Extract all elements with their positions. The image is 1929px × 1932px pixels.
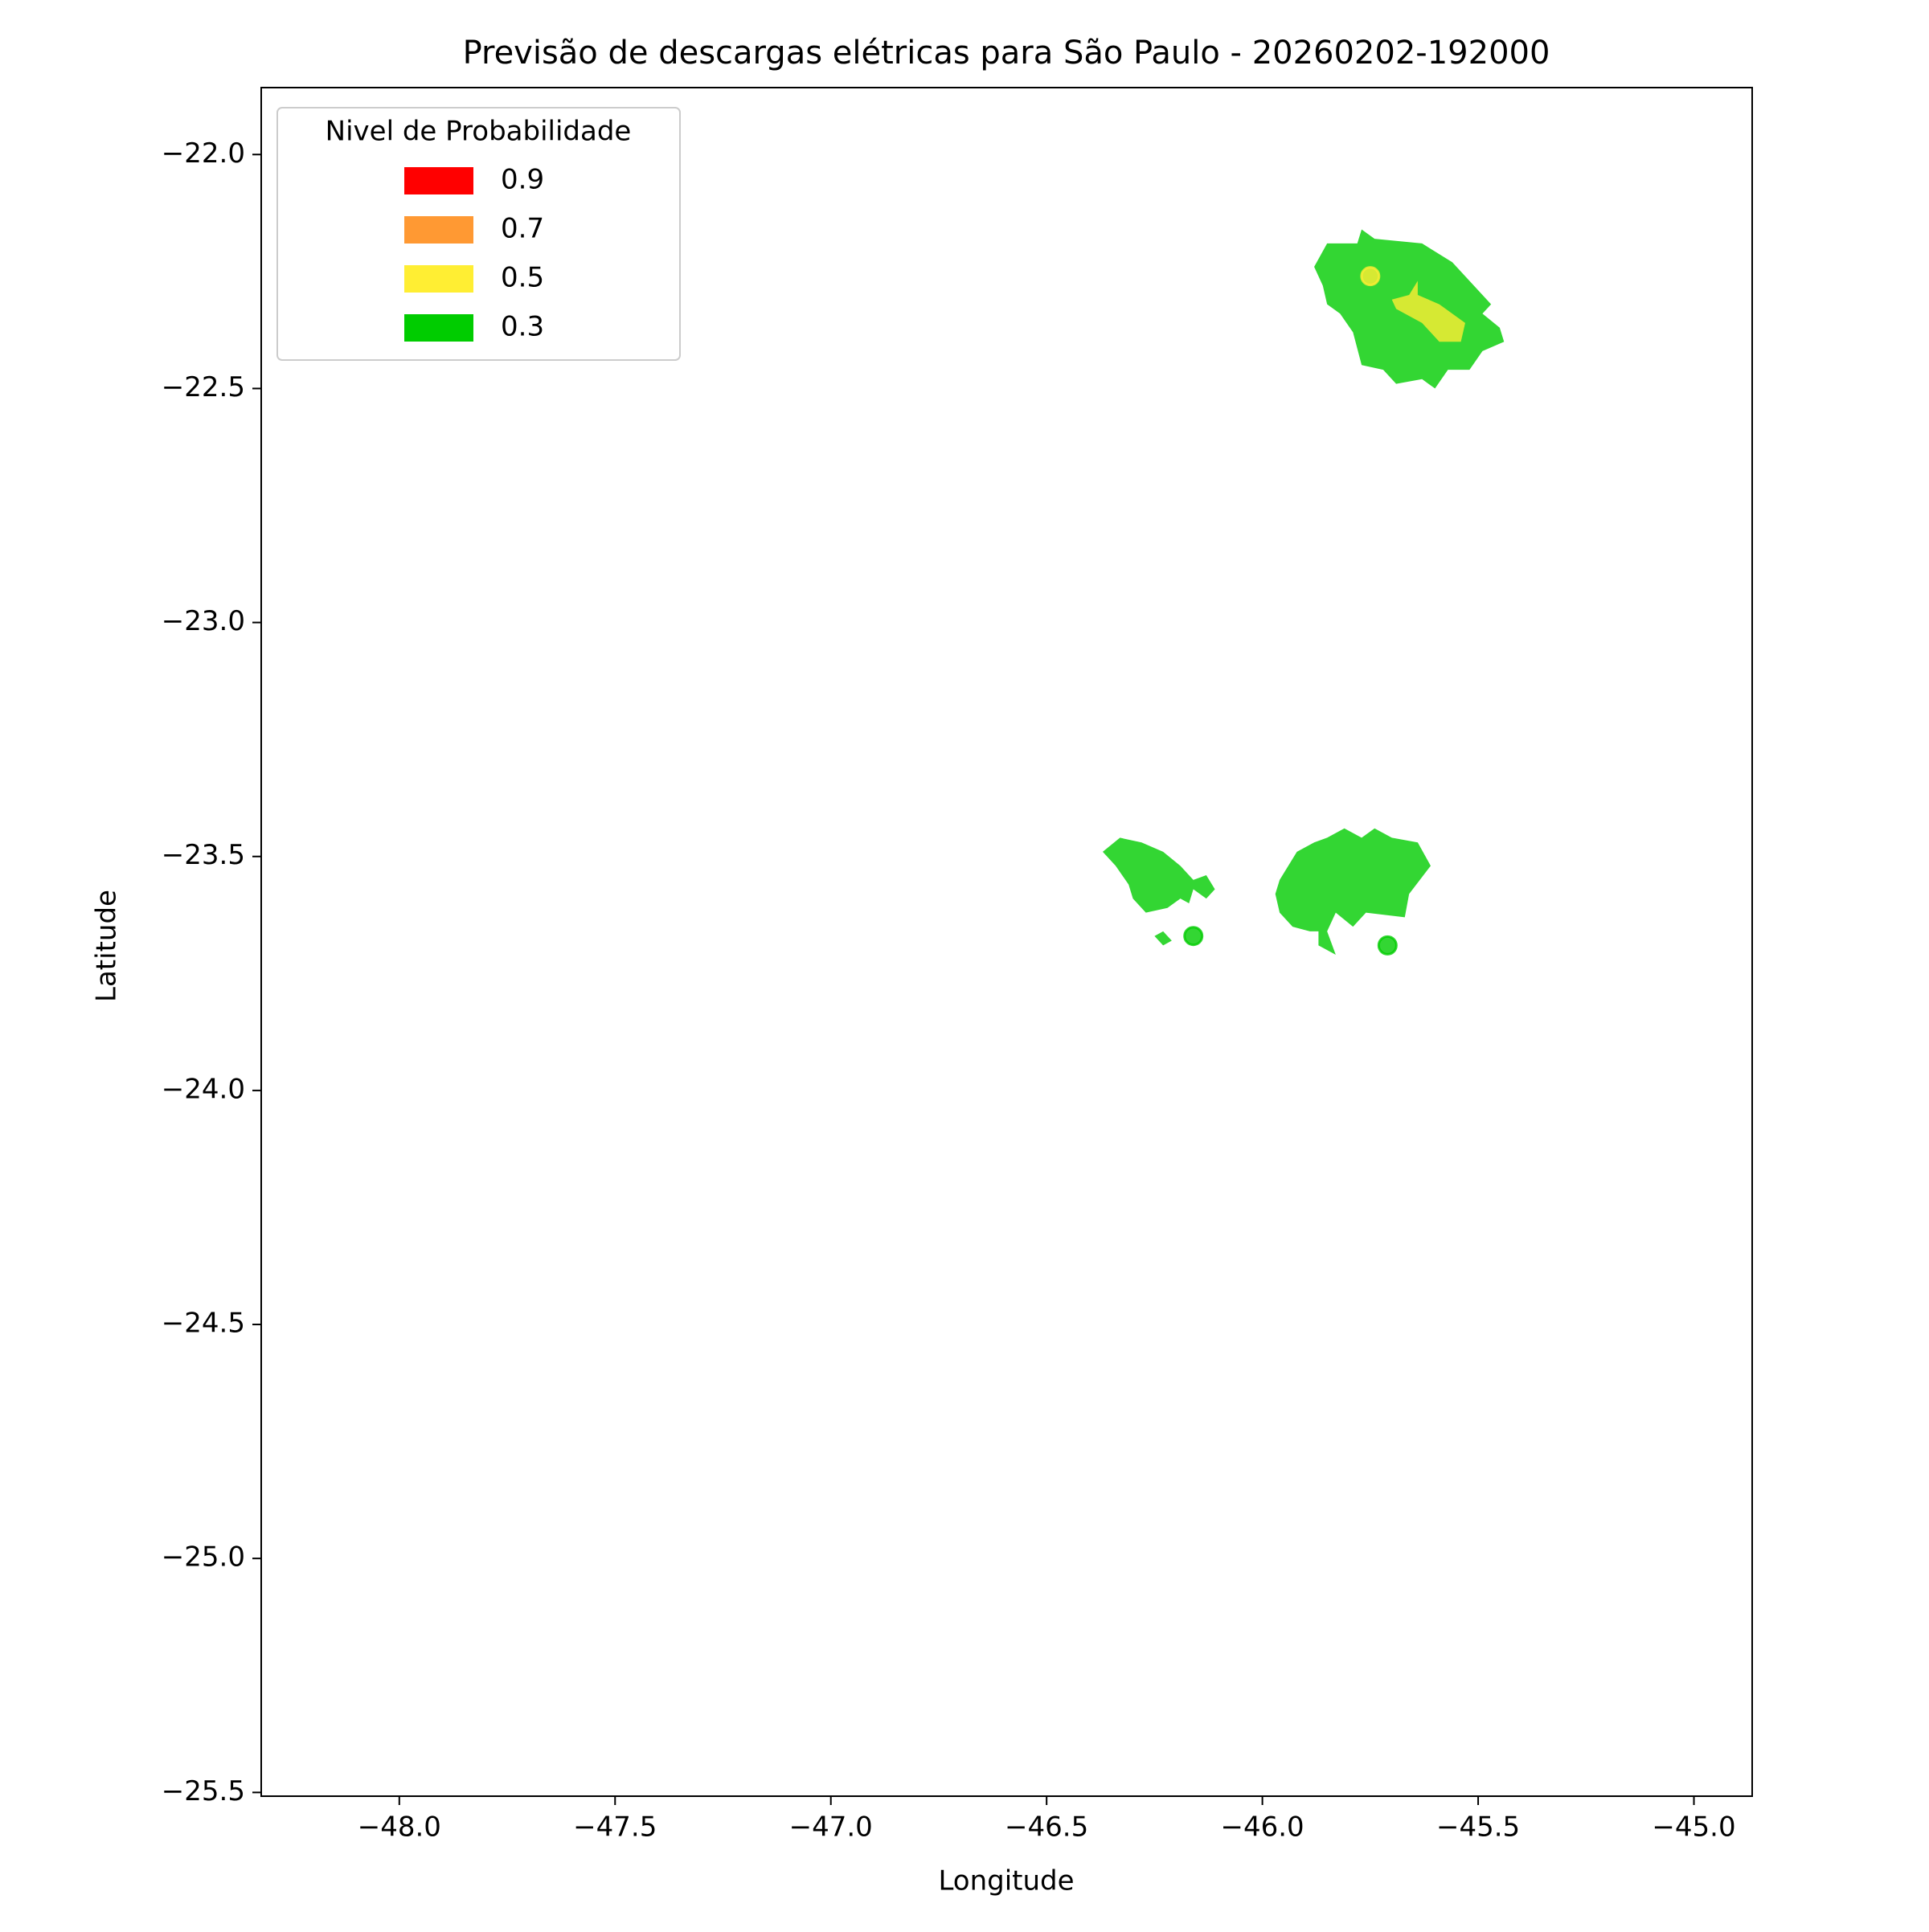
legend-box [276, 107, 681, 361]
y-tick-label: −22.5 [162, 371, 245, 403]
y-tick-label: −24.5 [162, 1308, 245, 1340]
x-tick-label: −46.0 [1221, 1811, 1304, 1844]
x-tick-label: −45.0 [1652, 1811, 1735, 1844]
probability-area [1102, 837, 1215, 913]
probability-point [1377, 935, 1398, 956]
legend-swatch [404, 265, 473, 293]
probability-area [1391, 280, 1465, 342]
legend-label: 0.3 [501, 311, 544, 343]
legend-label: 0.9 [501, 164, 544, 196]
legend-label: 0.7 [501, 213, 544, 245]
y-axis-label: Latitude [91, 890, 123, 1002]
probability-area [1154, 931, 1172, 946]
probability-point [1360, 266, 1381, 287]
y-tick-label: −25.0 [162, 1541, 245, 1574]
legend-swatch [404, 216, 473, 244]
y-tick-label: −24.0 [162, 1073, 245, 1105]
x-tick-label: −45.5 [1436, 1811, 1520, 1844]
x-tick-label: −46.5 [1005, 1811, 1088, 1844]
x-tick-label: −48.0 [358, 1811, 441, 1844]
legend-swatch [404, 314, 473, 342]
x-tick-label: −47.0 [789, 1811, 873, 1844]
legend-swatch [404, 167, 473, 194]
y-tick-label: −25.5 [162, 1775, 245, 1807]
y-tick-label: −22.0 [162, 137, 245, 170]
y-tick-label: −23.0 [162, 605, 245, 637]
x-tick-label: −47.5 [573, 1811, 657, 1844]
plot-frame [260, 87, 1753, 1797]
legend-label: 0.5 [501, 262, 544, 294]
y-tick-label: −23.5 [162, 839, 245, 871]
probability-area [1275, 828, 1431, 956]
x-axis-label: Longitude [938, 1865, 1074, 1897]
probability-point [1183, 926, 1204, 947]
legend-title: Nivel de Probabilidade [326, 116, 632, 148]
chart-title: Previsão de descargas elétricas para São… [463, 35, 1550, 72]
